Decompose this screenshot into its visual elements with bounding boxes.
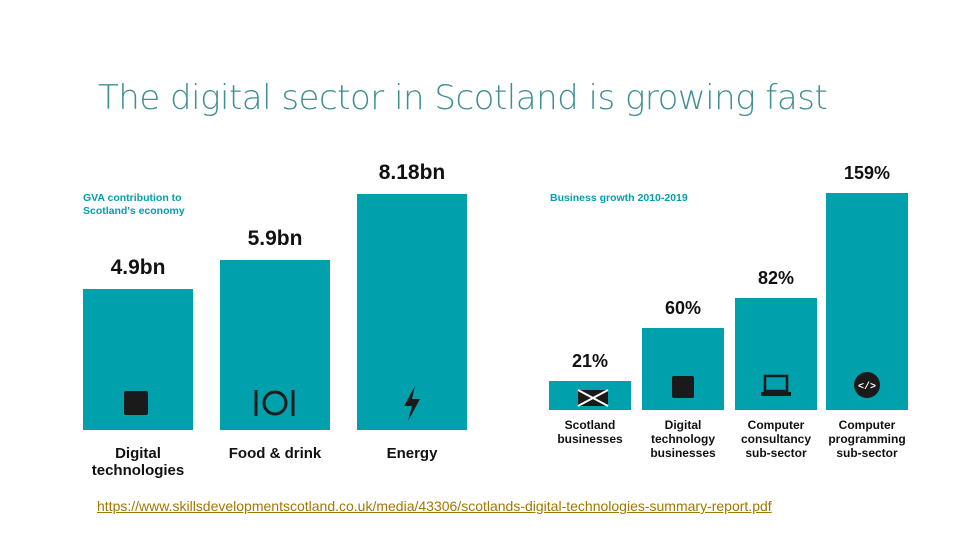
- category-label: Energy: [386, 445, 438, 462]
- bolt-icon: [404, 386, 420, 421]
- svg-text:</>: </>: [858, 381, 876, 393]
- slide-title: The digital sector in Scotland is growin…: [98, 78, 828, 118]
- source-link[interactable]: https://www.skillsdevelopmentscotland.co…: [97, 498, 772, 514]
- bar: [220, 259, 330, 430]
- value-label: 5.9bn: [247, 226, 303, 250]
- chart-title: GVA contribution to Scotland's economy: [83, 192, 185, 217]
- bar: [357, 194, 467, 430]
- flag-icon: [577, 389, 609, 407]
- value-label: 159%: [843, 163, 891, 183]
- laptop-icon: [761, 374, 791, 396]
- value-label: 21%: [571, 351, 609, 372]
- category-label: Digital technology businesses: [650, 418, 716, 460]
- category-label: Scotland businesses: [557, 418, 623, 446]
- category-label: Computer programming sub-sector: [828, 418, 906, 460]
- category-label: Computer consultancy sub-sector: [740, 418, 812, 460]
- chart-title: Business growth 2010-2019: [550, 192, 688, 204]
- value-label: 82%: [757, 268, 795, 289]
- value-label: 4.9bn: [110, 255, 166, 279]
- plate-icon: [254, 390, 295, 416]
- category-label: Digital technologies: [91, 445, 185, 479]
- chip-icon: [124, 391, 148, 415]
- value-label: 8.18bn: [378, 161, 446, 184]
- value-label: 60%: [664, 298, 702, 319]
- category-label: Food & drink: [228, 445, 322, 462]
- code-icon: </>: [854, 372, 880, 398]
- chip-icon: [672, 376, 694, 398]
